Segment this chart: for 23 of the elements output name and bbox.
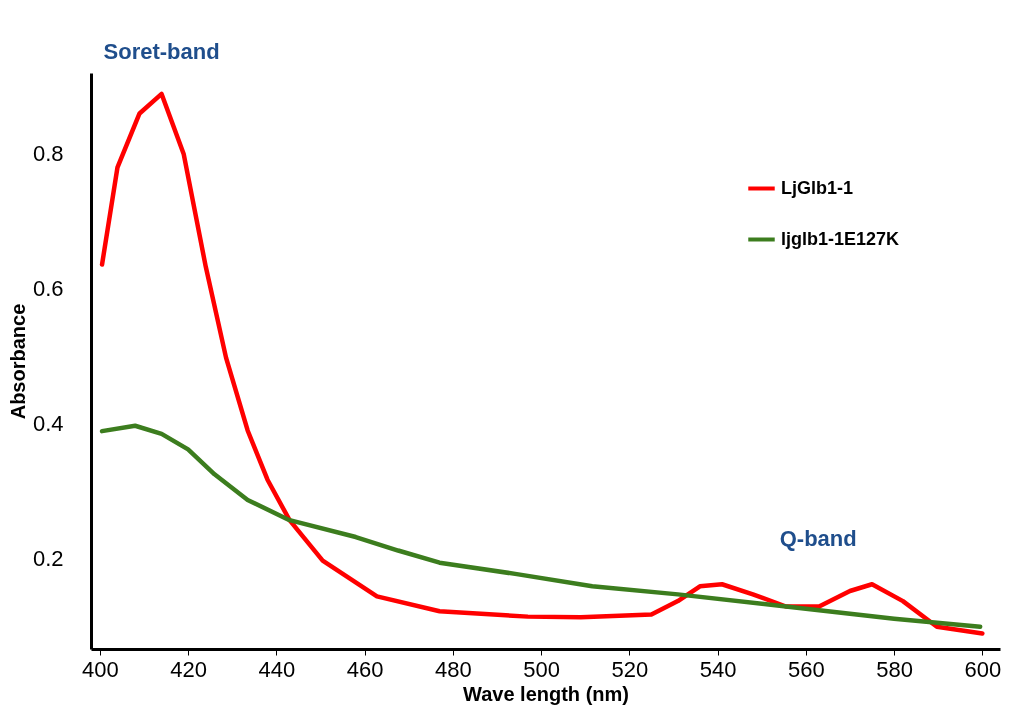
- x-axis-title: Wave length (nm): [463, 682, 629, 705]
- x-tick-label: 400: [81, 656, 119, 682]
- line-series: [99, 91, 985, 636]
- x-tick-label: 600: [964, 656, 1002, 682]
- x-tick-label: 460: [346, 656, 384, 682]
- line-series: [99, 423, 983, 629]
- y-tick-label: 0.6: [32, 276, 64, 302]
- x-tick-label: 540: [699, 656, 737, 682]
- annotation: Soret-band: [103, 38, 220, 64]
- x-tick-label: 440: [258, 656, 296, 682]
- y-tick-label: 0.4: [32, 411, 64, 437]
- legend-label: LjGlb1-1: [781, 177, 854, 198]
- x-tick-label: 560: [787, 656, 825, 682]
- annotation: Q-band: [779, 526, 857, 552]
- x-tick-label: 580: [876, 656, 913, 682]
- y-tick-label: 0.2: [32, 546, 64, 572]
- x-tick-label: 420: [170, 656, 207, 682]
- y-axis-title: Absorbance: [6, 303, 29, 420]
- x-tick-label: 480: [434, 656, 472, 682]
- x-tick-label: 520: [611, 656, 649, 682]
- y-tick-label: 0.8: [32, 141, 64, 167]
- x-tick-label: 500: [523, 656, 560, 682]
- legend-label: ljglb1-1E127K: [781, 228, 900, 249]
